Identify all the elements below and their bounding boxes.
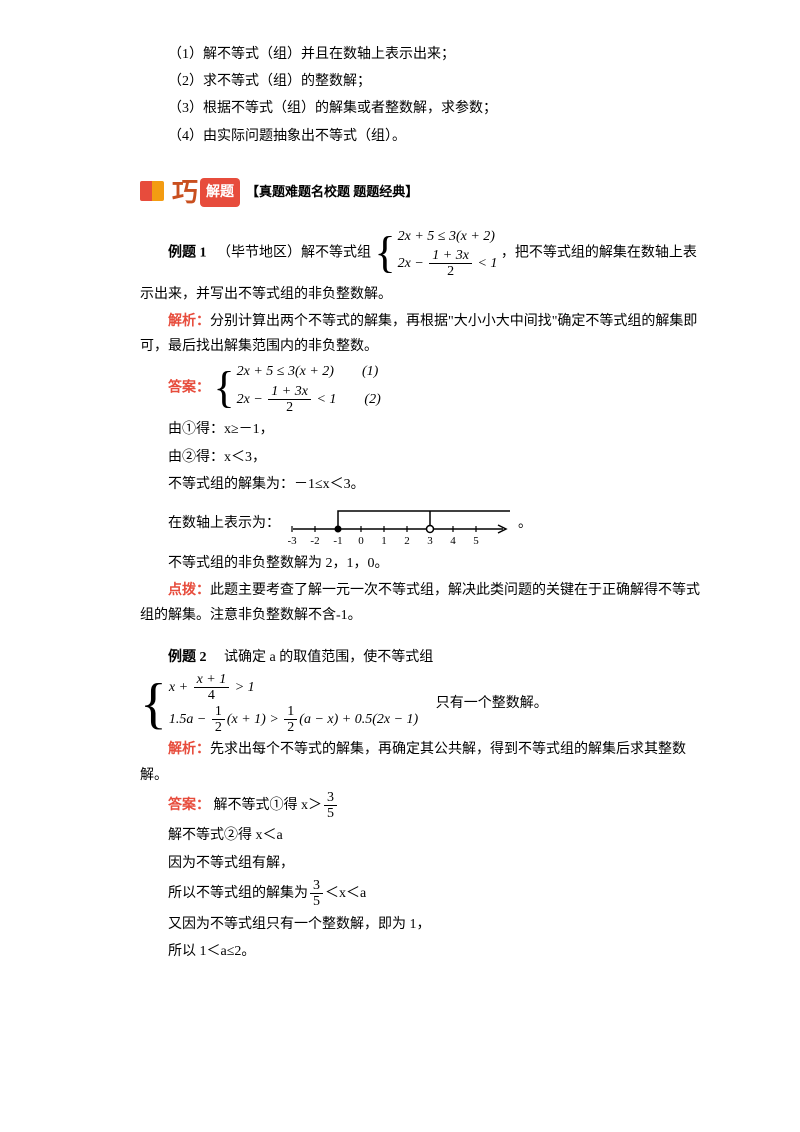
ex2-eq2-den1: 2 [212, 720, 225, 735]
ex1-post: ，把不等式组的解集在数轴上表 [501, 245, 697, 260]
ex2-s4b: ＜x＜a [325, 886, 366, 901]
ex1-nl-label: 在数轴上表示为： [168, 511, 280, 536]
svg-text:2: 2 [404, 535, 410, 547]
svg-text:-2: -2 [310, 535, 319, 547]
ex1-ans-eq2b: < 1 (2) [313, 392, 381, 407]
ex1-ans-eq2a: 2x − [237, 392, 267, 407]
svg-text:-1: -1 [333, 535, 342, 547]
ex2-jiexi-label: 解析： [168, 742, 210, 757]
intro-item-1: （1）解不等式（组）并且在数轴上表示出来； [140, 42, 700, 67]
ex2-s4-num: 3 [310, 878, 323, 894]
ex2-s1a: 解不等式①得 x＞ [214, 798, 323, 813]
ex1-eq2-den: 2 [429, 264, 472, 279]
ex2-jiexi: 解析：先求出每个不等式的解集，再确定其公共解，得到不等式组的解集后求其整数解。 [140, 737, 700, 787]
ex1-step1: 由①得：x≥－1， [140, 417, 700, 442]
ex1-jiexi-text: 分别计算出两个不等式的解集，再根据"大小小大中间找"确定不等式组的解集即可，最后… [140, 314, 697, 354]
ex2-eq2-num1: 1 [212, 704, 225, 720]
ex1-step2: 由②得：x＜3， [140, 445, 700, 470]
book-icon [140, 181, 168, 203]
ex1-eq2b: < 1 [474, 256, 497, 271]
ex1-step3: 不等式组的解集为：－1≤x＜3。 [140, 472, 700, 497]
ex1-eq2a: 2x − [398, 256, 428, 271]
ex2-s4-den: 5 [310, 894, 323, 909]
svg-text:5: 5 [473, 535, 479, 547]
ex2-s4a: 所以不等式组的解集为 [168, 886, 308, 901]
svg-text:0: 0 [358, 535, 364, 547]
ex2-daan-label: 答案： [168, 798, 210, 813]
ex1-step5: 不等式组的非负整数解为 2，1，0。 [140, 551, 700, 576]
number-line: -3 -2 -1 0 1 2 3 4 5 [288, 499, 518, 549]
ex2-title: 例题 2 [168, 650, 207, 665]
ex2-s5: 又因为不等式组只有一个整数解，即为 1， [140, 912, 700, 937]
intro-item-3: （3）根据不等式（组）的解集或者整数解，求参数； [140, 96, 700, 121]
ex1-ans-eq1: 2x + 5 ≤ 3(x + 2) (1) [237, 364, 379, 379]
dianbo-label: 点拨： [168, 583, 210, 598]
ex2-eq2b: (a − x) + 0.5(2x − 1) [299, 712, 418, 727]
ex2-problem: 例题 2 试确定 a 的取值范围，使不等式组 [140, 645, 700, 670]
intro-item-2: （2）求不等式（组）的整数解； [140, 69, 700, 94]
ex2-eq2-den2: 2 [284, 720, 297, 735]
daan-label: 答案： [168, 381, 210, 396]
ex1-answer: 答案： { 2x + 5 ≤ 3(x + 2) (1) 2x − 1 + 3x2… [140, 361, 700, 415]
svg-text:3: 3 [427, 535, 433, 547]
number-line-svg: -3 -2 -1 0 1 2 3 4 5 [288, 499, 518, 549]
svg-text:1: 1 [381, 535, 387, 547]
ex2-eq1b: > 1 [231, 680, 254, 695]
ex1-problem: 例题 1 （毕节地区）解不等式组 { 2x + 5 ≤ 3(x + 2) 2x … [140, 226, 700, 280]
ex1-eq1: 2x + 5 ≤ 3(x + 2) [398, 229, 495, 244]
ex2-eq1a: x + [169, 680, 192, 695]
ex1-title: 例题 1 [168, 245, 207, 260]
ex1-numberline-row: 在数轴上表示为： -3 -2 -1 0 1 2 3 4 5 。 [140, 499, 700, 549]
header-qiao: 巧 [172, 169, 198, 216]
ex2-eq2-mid: (x + 1) > [227, 712, 282, 727]
ex2-post: 只有一个整数解。 [422, 691, 548, 716]
ex2-jiexi-text: 先求出每个不等式的解集，再确定其公共解，得到不等式组的解集后求其整数解。 [140, 742, 686, 782]
intro-item-4: （4）由实际问题抽象出不等式（组）。 [140, 124, 700, 149]
ex2-system-row: { x + x + 14 > 1 1.5a − 12(x + 1) > 12(a… [140, 672, 700, 736]
ex2-system: { x + x + 14 > 1 1.5a − 12(x + 1) > 12(a… [140, 672, 418, 736]
jiexi-label: 解析： [168, 314, 210, 329]
ex2-eq1-num: x + 1 [194, 672, 230, 688]
ex1-dianbo-text: 此题主要考查了解一元一次不等式组，解决此类问题的关键在于正确解得不等式组的解集。… [140, 583, 700, 623]
ex1-ans-eq2-num: 1 + 3x [268, 384, 311, 400]
ex1-nl-end: 。 [518, 511, 532, 536]
ex1-eq2-num: 1 + 3x [429, 248, 472, 264]
ex2-s1-den: 5 [324, 806, 337, 821]
ex1-answer-system: { 2x + 5 ≤ 3(x + 2) (1) 2x − 1 + 3x2 < 1… [214, 361, 381, 415]
ex1-pre: （毕节地区）解不等式组 [210, 245, 371, 260]
ex2-s1-num: 3 [324, 790, 337, 806]
ex1-dianbo: 点拨：此题主要考查了解一元一次不等式组，解决此类问题的关键在于正确解得不等式组的… [140, 578, 700, 628]
ex2-eq2a: 1.5a − [169, 712, 210, 727]
ex2-s2: 解不等式②得 x＜a [140, 823, 700, 848]
ex1-post2: 示出来，并写出不等式组的非负整数解。 [140, 282, 700, 307]
ex1-jiexi: 解析：分别计算出两个不等式的解集，再根据"大小小大中间找"确定不等式组的解集即可… [140, 309, 700, 359]
svg-text:-3: -3 [288, 535, 297, 547]
ex2-s3: 因为不等式组有解， [140, 851, 700, 876]
header-jieti: 解题 [200, 178, 240, 207]
svg-text:4: 4 [450, 535, 456, 547]
ex1-system: { 2x + 5 ≤ 3(x + 2) 2x − 1 + 3x2 < 1 [375, 226, 498, 280]
ex2-s1: 答案： 解不等式①得 x＞35 [140, 790, 700, 822]
ex2-s6: 所以 1＜a≤2。 [140, 939, 700, 964]
ex2-eq2-num2: 1 [284, 704, 297, 720]
header-subtitle: 【真题难题名校题 题题经典】 [246, 180, 418, 203]
ex2-s4: 所以不等式组的解集为35＜x＜a [140, 878, 700, 910]
ex2-eq1-den: 4 [194, 688, 230, 703]
section-header: 巧 解题 【真题难题名校题 题题经典】 [140, 169, 700, 216]
ex2-pre: 试确定 a 的取值范围，使不等式组 [210, 650, 433, 665]
ex1-ans-eq2-den: 2 [268, 400, 311, 415]
